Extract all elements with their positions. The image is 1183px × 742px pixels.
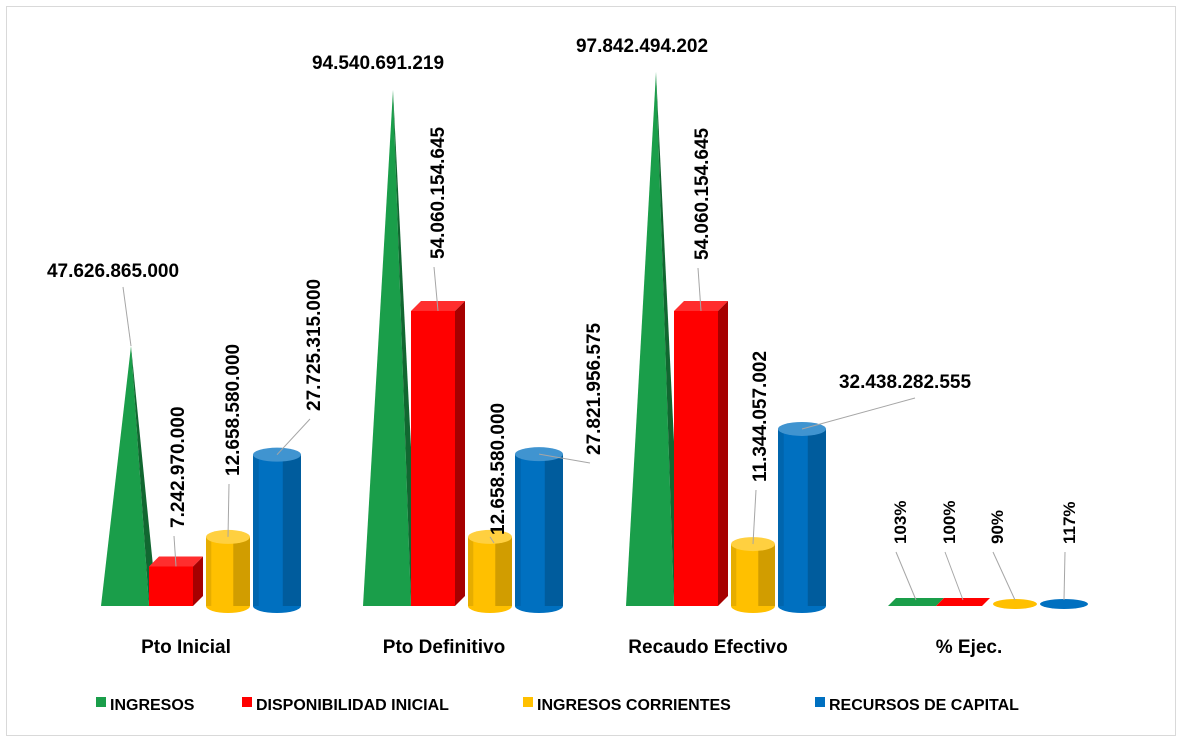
legend-label-recursos-de-capital: RECURSOS DE CAPITAL <box>829 697 1019 714</box>
mark-ingresos-recaudo-efectivo <box>626 72 682 606</box>
label-recursos-de-capital-recaudo-efectivo: 32.438.282.555 <box>839 372 972 393</box>
mark-recursos-de-capital-recaudo-efectivo <box>778 422 826 613</box>
mark-disponibilidad-inicial-recaudo-efectivo <box>674 301 728 606</box>
mark-ingresos-corrientes-pto-inicial <box>206 530 250 613</box>
label-ingresos-corrientes-recaudo-efectivo: 11.344.057.002 <box>750 351 771 482</box>
leader-ingresos-corrientes-pto-inicial <box>228 484 229 537</box>
mark-disponibilidad-inicial-pto-definitivo <box>411 301 465 606</box>
label-ingresos-corrientes-pto-inicial: 12.658.580.000 <box>223 344 244 476</box>
category-label-pct-ejec: % Ejec. <box>936 637 1003 658</box>
leader-ingresos-pto-inicial <box>123 287 131 346</box>
category-labels: Pto Inicial Pto Definitivo Recaudo Efect… <box>141 637 1002 658</box>
leader-recursos-de-capital-pct-ejec <box>1064 552 1065 600</box>
leader-disponibilidad-inicial-pct-ejec <box>945 552 963 600</box>
leader-ingresos-corrientes-pct-ejec <box>993 552 1015 600</box>
legend-label-disponibilidad-inicial: DISPONIBILIDAD INICIAL <box>256 697 449 714</box>
legend-label-ingresos-corrientes: INGRESOS CORRIENTES <box>537 697 731 714</box>
label-recursos-de-capital-pto-definitivo: 27.821.956.575 <box>584 322 605 455</box>
label-recursos-de-capital-pto-inicial: 27.725.315.000 <box>304 279 325 411</box>
mark-ingresos-corrientes-pto-definitivo <box>468 530 512 613</box>
leader-ingresos-pct-ejec <box>896 552 916 600</box>
mark-ingresos-corrientes-recaudo-efectivo <box>731 537 775 613</box>
label-recursos-de-capital-pct-ejec: 117% <box>1060 501 1079 544</box>
legend-swatch-disponibilidad-inicial <box>242 697 252 707</box>
legend-swatch-recursos-de-capital <box>815 697 825 707</box>
label-ingresos-corrientes-pto-definitivo: 12.658.580.000 <box>488 403 509 535</box>
mark-recursos-de-capital-pct-ejec <box>1040 599 1088 609</box>
mark-ingresos-pto-definitivo <box>363 90 419 606</box>
mark-recursos-de-capital-pto-definitivo <box>515 447 563 613</box>
mark-recursos-de-capital-pto-inicial <box>253 448 301 613</box>
label-disponibilidad-inicial-pto-inicial: 7.242.970.000 <box>168 406 189 528</box>
label-disponibilidad-inicial-pto-definitivo: 54.060.154.645 <box>428 126 449 259</box>
label-ingresos-pto-definitivo: 94.540.691.219 <box>312 53 444 74</box>
label-disponibilidad-inicial-recaudo-efectivo: 54.060.154.645 <box>692 127 713 260</box>
leader-recursos-de-capital-recaudo-efectivo <box>802 398 915 429</box>
mark-ingresos-corrientes-pct-ejec <box>993 599 1037 609</box>
leader-ingresos-corrientes-recaudo-efectivo <box>753 490 756 544</box>
legend-label-ingresos: INGRESOS <box>110 697 195 714</box>
legend-swatch-ingresos <box>96 697 106 707</box>
label-ingresos-corrientes-pct-ejec: 90% <box>988 510 1007 544</box>
label-ingresos-recaudo-efectivo: 97.842.494.202 <box>576 36 708 57</box>
legend-swatch-ingresos-corrientes <box>523 697 533 707</box>
legend: INGRESOS DISPONIBILIDAD INICIAL INGRESOS… <box>96 697 1019 714</box>
leader-recursos-de-capital-pto-inicial <box>277 419 310 455</box>
label-disponibilidad-inicial-pct-ejec: 100% <box>940 501 959 544</box>
label-ingresos-pto-inicial: 47.626.865.000 <box>47 261 179 282</box>
label-ingresos-pct-ejec: 103% <box>891 501 910 544</box>
category-label-pto-definitivo: Pto Definitivo <box>383 637 505 658</box>
category-label-recaudo-efectivo: Recaudo Efectivo <box>628 637 787 658</box>
mark-ingresos-pto-inicial <box>101 346 157 606</box>
category-label-pto-inicial: Pto Inicial <box>141 637 231 658</box>
